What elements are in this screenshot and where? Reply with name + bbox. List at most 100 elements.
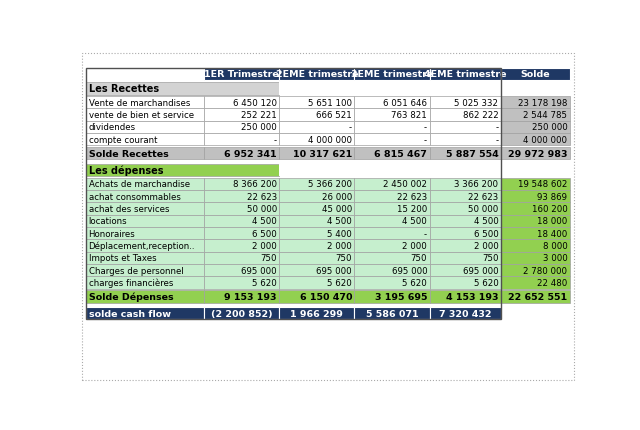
- Bar: [204, 240, 279, 252]
- Bar: [204, 252, 279, 264]
- Text: 252 221: 252 221: [241, 111, 277, 120]
- Bar: [86, 83, 279, 95]
- Text: 4 000 000: 4 000 000: [524, 135, 568, 144]
- Bar: [204, 276, 279, 289]
- Text: 1 966 299: 1 966 299: [291, 309, 343, 318]
- Bar: [279, 190, 355, 203]
- Bar: [355, 203, 429, 215]
- Bar: [86, 227, 204, 240]
- Text: 19 548 602: 19 548 602: [518, 180, 568, 189]
- Text: 5 366 200: 5 366 200: [308, 180, 352, 189]
- Text: 45 000: 45 000: [322, 205, 352, 214]
- Text: 15 200: 15 200: [397, 205, 428, 214]
- Bar: [204, 109, 279, 122]
- Text: Achats de marchandise: Achats de marchandise: [88, 180, 189, 189]
- Text: Vente de marchandises: Vente de marchandises: [88, 98, 190, 108]
- Text: Solde Dépenses: Solde Dépenses: [88, 292, 173, 301]
- Bar: [204, 190, 279, 203]
- Text: 250 000: 250 000: [532, 123, 568, 132]
- Bar: [355, 97, 429, 109]
- Bar: [279, 68, 355, 81]
- Text: -: -: [424, 123, 428, 132]
- Text: 18 400: 18 400: [537, 229, 568, 238]
- Text: 160 200: 160 200: [532, 205, 568, 214]
- Text: 4 000 000: 4 000 000: [308, 135, 352, 144]
- Text: 750: 750: [260, 254, 277, 263]
- Bar: [279, 276, 355, 289]
- Bar: [86, 307, 204, 320]
- Text: 6 952 341: 6 952 341: [224, 149, 277, 158]
- Text: 6 450 120: 6 450 120: [233, 98, 277, 108]
- Bar: [86, 134, 204, 146]
- Text: -: -: [349, 123, 352, 132]
- Text: 7 320 432: 7 320 432: [439, 309, 492, 318]
- Bar: [501, 252, 570, 264]
- Text: 763 821: 763 821: [392, 111, 428, 120]
- Text: 9 153 193: 9 153 193: [225, 292, 277, 301]
- Text: 4 500: 4 500: [474, 217, 499, 226]
- Bar: [279, 240, 355, 252]
- Text: 2 000: 2 000: [327, 242, 352, 250]
- Text: 93 869: 93 869: [538, 192, 568, 201]
- Bar: [501, 276, 570, 289]
- Text: 22 652 551: 22 652 551: [508, 292, 568, 301]
- Bar: [355, 240, 429, 252]
- Text: 6 500: 6 500: [252, 229, 277, 238]
- Text: 29 972 983: 29 972 983: [508, 149, 568, 158]
- Bar: [355, 291, 429, 303]
- Bar: [429, 291, 501, 303]
- Text: solde cash flow: solde cash flow: [88, 309, 170, 318]
- Bar: [279, 165, 570, 177]
- Text: 5 620: 5 620: [474, 278, 499, 287]
- Bar: [501, 215, 570, 227]
- Text: 3 195 695: 3 195 695: [374, 292, 428, 301]
- Bar: [501, 307, 570, 320]
- Bar: [279, 264, 355, 276]
- Bar: [429, 264, 501, 276]
- Bar: [86, 68, 501, 320]
- Bar: [355, 276, 429, 289]
- Text: 22 623: 22 623: [246, 192, 277, 201]
- Bar: [429, 134, 501, 146]
- Text: Honoraires: Honoraires: [88, 229, 135, 238]
- Bar: [204, 97, 279, 109]
- Bar: [279, 178, 355, 190]
- Text: 2 780 000: 2 780 000: [524, 266, 568, 275]
- Text: 50 000: 50 000: [246, 205, 277, 214]
- Bar: [279, 97, 355, 109]
- Text: 22 623: 22 623: [468, 192, 499, 201]
- Bar: [429, 215, 501, 227]
- Bar: [501, 134, 570, 146]
- Text: 6 500: 6 500: [474, 229, 499, 238]
- Bar: [355, 227, 429, 240]
- Text: Solde Recettes: Solde Recettes: [88, 149, 168, 158]
- Text: 3 366 200: 3 366 200: [454, 180, 499, 189]
- Bar: [86, 264, 204, 276]
- Bar: [355, 190, 429, 203]
- Text: 2 000: 2 000: [474, 242, 499, 250]
- Text: 1ER Trimestre: 1ER Trimestre: [204, 70, 279, 79]
- Text: 22 623: 22 623: [397, 192, 428, 201]
- Text: dividendes: dividendes: [88, 123, 136, 132]
- Bar: [429, 190, 501, 203]
- Text: Les dépenses: Les dépenses: [88, 166, 163, 176]
- Bar: [279, 134, 355, 146]
- Text: 23 178 198: 23 178 198: [518, 98, 568, 108]
- Text: -: -: [274, 135, 277, 144]
- Text: 6 051 646: 6 051 646: [383, 98, 428, 108]
- Text: 4EME trimestre: 4EME trimestre: [424, 70, 506, 79]
- Text: 5 586 071: 5 586 071: [365, 309, 419, 318]
- Bar: [86, 147, 204, 160]
- Text: 3 000: 3 000: [543, 254, 568, 263]
- Bar: [429, 122, 501, 134]
- Text: 862 222: 862 222: [463, 111, 499, 120]
- Text: 8 366 200: 8 366 200: [233, 180, 277, 189]
- Text: 2EME trimestre: 2EME trimestre: [275, 70, 358, 79]
- Text: 695 000: 695 000: [392, 266, 428, 275]
- Bar: [279, 252, 355, 264]
- Text: 4 500: 4 500: [403, 217, 428, 226]
- Text: compte courant: compte courant: [88, 135, 157, 144]
- Text: 5 025 332: 5 025 332: [454, 98, 499, 108]
- Text: 6 150 470: 6 150 470: [300, 292, 352, 301]
- Text: 5 620: 5 620: [252, 278, 277, 287]
